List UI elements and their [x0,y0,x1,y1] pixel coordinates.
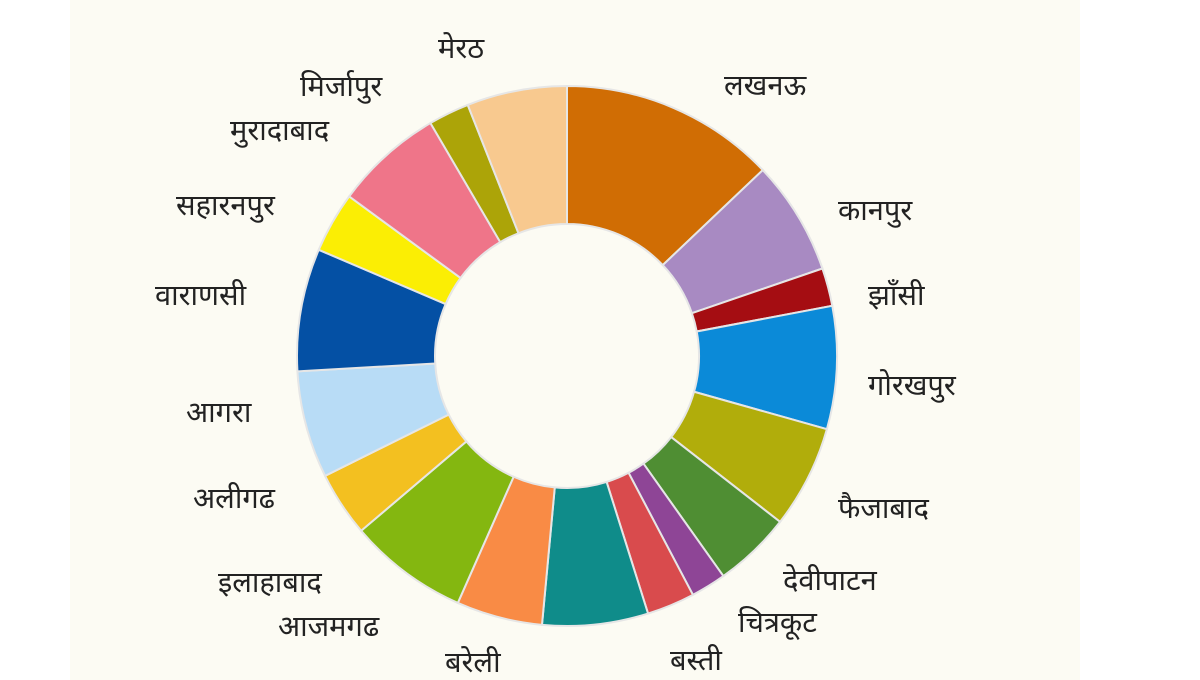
label-varanasi: वाराणसी [155,278,247,312]
category-labels: लखनऊ कानपुर झाँसी गोरखपुर फैजाबाद देवीपा… [155,31,957,679]
label-mirzapur: मिर्जापुर [300,69,383,104]
label-agra: आगरा [186,395,252,429]
label-moradabad: मुरादाबाद [230,113,330,148]
label-chitrakoot: चित्रकूट [738,605,818,640]
label-bareilly: बरेली [445,645,501,679]
label-saharanpur: सहारनपुर [176,188,276,223]
label-gorakhpur: गोरखपुर [868,368,957,403]
label-devipatan: देवीपाटन [783,563,878,597]
label-faizabad: फैजाबाद [838,491,929,525]
donut-segment-17 [466,84,568,235]
label-kanpur: कानपुर [838,193,913,228]
label-lucknow: लखनऊ [724,68,807,102]
label-jhansi: झाँसी [868,278,925,312]
label-basti: बस्ती [670,643,722,677]
label-aligarh: अलीगढ [193,481,276,515]
donut-segments [296,84,838,627]
label-allahabad: इलाहाबाद [218,565,322,599]
label-meerut: मेरठ [438,31,485,65]
label-azamgarh: आजमगढ [278,609,380,643]
